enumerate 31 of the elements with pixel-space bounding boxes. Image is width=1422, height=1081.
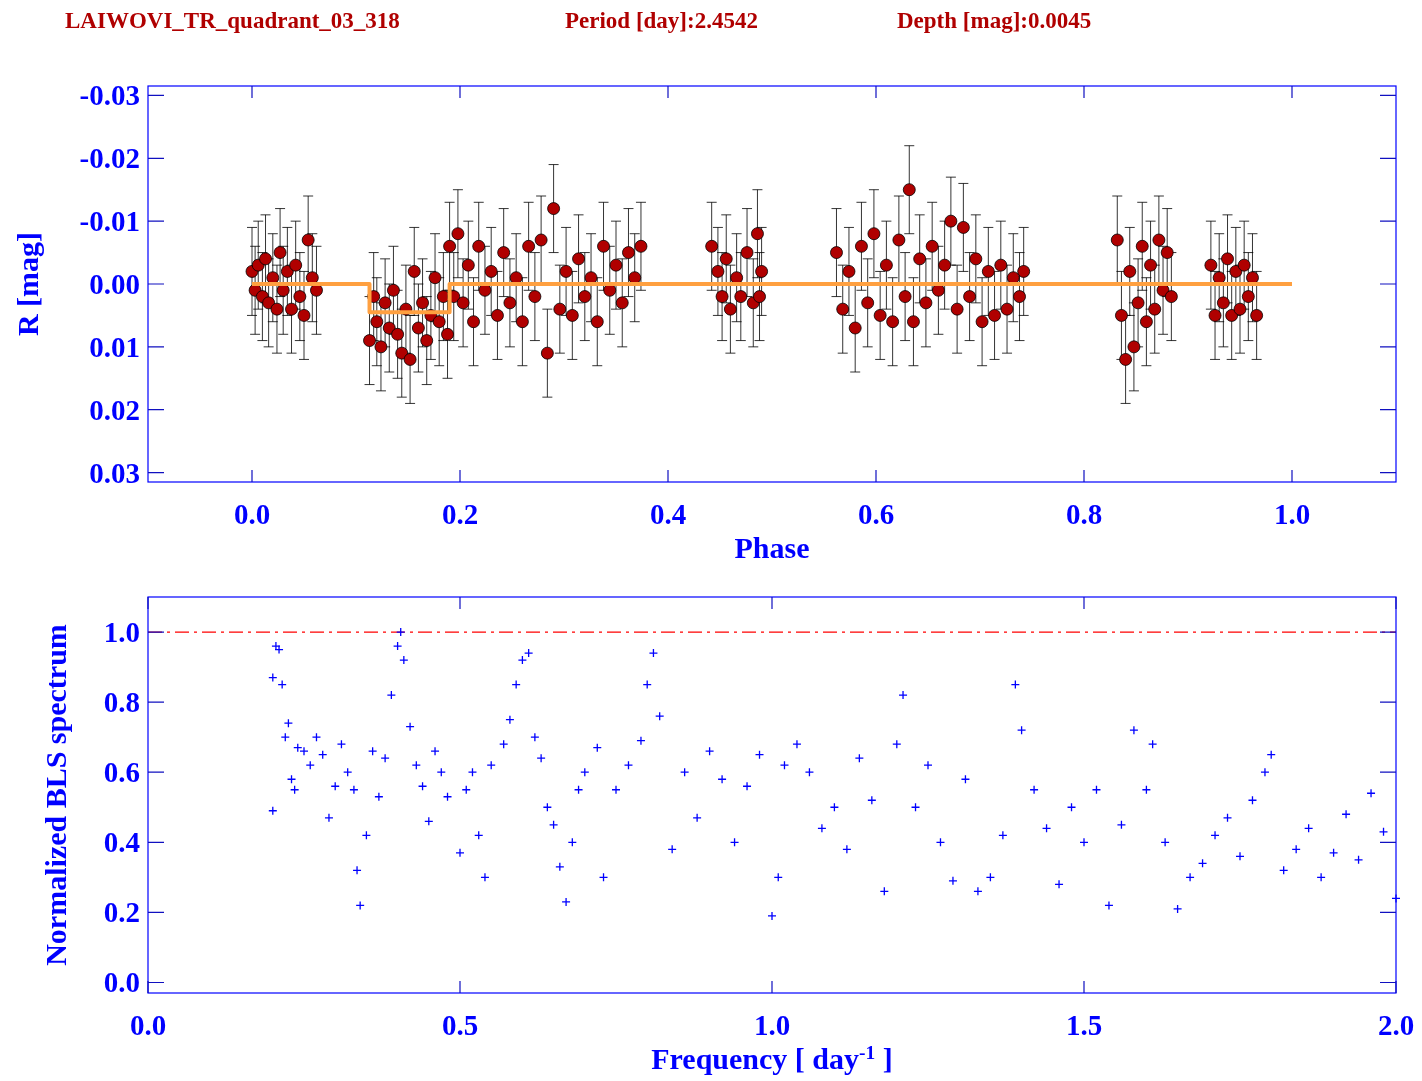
y-tick-label: 0.01 [89,330,140,363]
x-tick-label: 0.2 [441,498,479,530]
y-tick-label: 0.03 [89,456,140,489]
y-tick-label: 0.6 [103,756,140,789]
y-axis-title: Normalized BLS spectrum [39,624,72,966]
x-tick-label: 0.6 [857,498,895,530]
y-tick-label: 0.00 [89,268,140,300]
y-tick-label: 0.8 [103,686,140,719]
x-tick-label: 0.8 [1065,498,1103,530]
y-tick-label: 1.0 [103,616,140,649]
x-tick-label: 0.0 [233,498,271,530]
x-tick-label: 0.4 [649,498,687,530]
chart-title: LAIWOVI_TR_quadrant_03_318 [65,8,400,33]
y-tick-label: -0.02 [79,142,140,175]
y-tick-label: -0.01 [79,205,140,238]
x-axis-title: Frequency [ day$^{-1}$ ] [651,1041,893,1075]
text: Period [day]:2.4542 [565,8,758,33]
x-tick-label: 0.5 [441,1009,479,1041]
x-tick-label: 2.0 [1377,1009,1415,1041]
y-tick-label: 0.02 [89,393,140,426]
y-tick-label: 0.2 [103,896,140,929]
y-axis-title: R [mag] [11,231,44,337]
text: Depth [mag]:0.0045 [897,8,1092,33]
y-tick-label: 0.4 [103,826,140,859]
y-tick-label: 0.0 [103,966,140,999]
x-axis-title: Phase [734,531,810,564]
y-tick-label: -0.03 [79,79,140,112]
x-tick-label: 1.0 [753,1009,791,1041]
x-tick-label: 0.0 [129,1009,167,1041]
x-tick-label: 1.0 [1273,498,1311,530]
x-tick-label: 1.5 [1065,1009,1103,1041]
